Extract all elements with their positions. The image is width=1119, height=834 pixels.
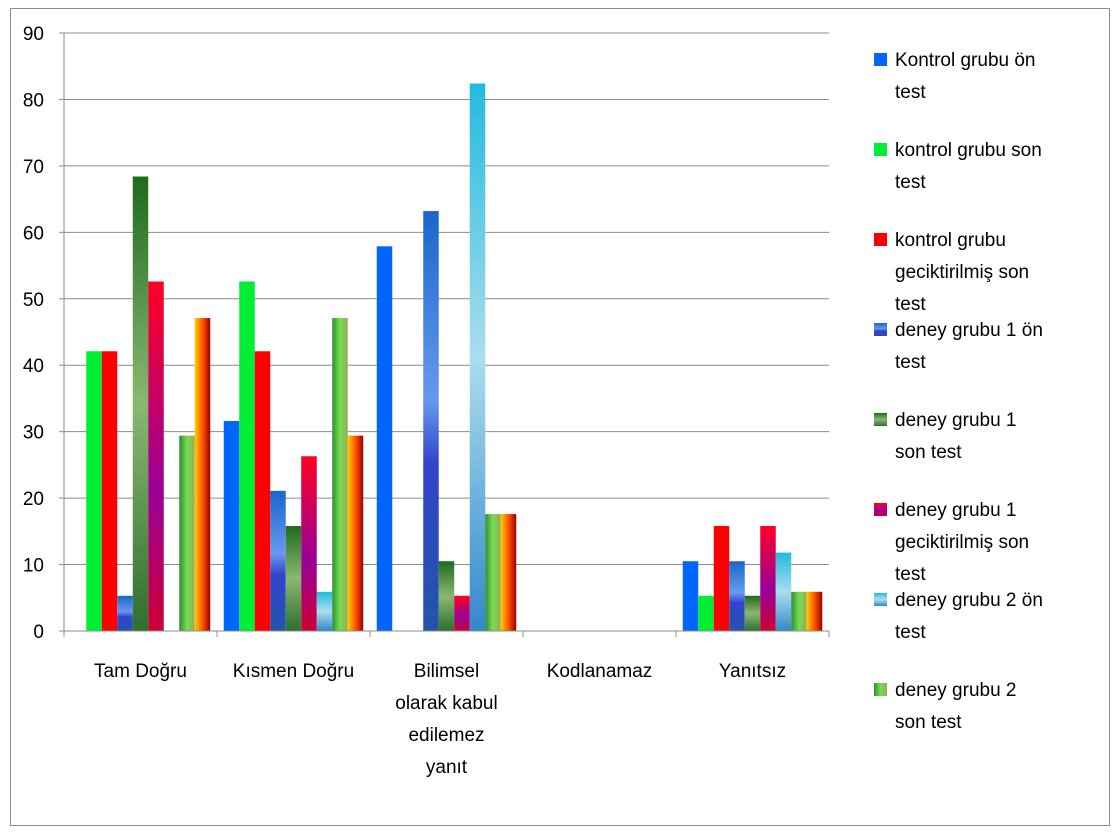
bar [744, 595, 761, 631]
x-tick-label: olarak kabul [395, 693, 497, 714]
legend-label: test [895, 294, 926, 315]
y-tick-label: 30 [23, 423, 44, 444]
bar [254, 351, 271, 631]
bar [713, 526, 730, 631]
bar [285, 526, 302, 631]
gridlines [64, 32, 829, 566]
bar-chart: 0 10 20 30 40 50 60 70 80 90 Tam Doğru Kısmen Doğr… [23, 24, 1043, 778]
bar [132, 176, 149, 631]
x-axis: Tam Doğru Kısmen Doğru Bilimsel olarak kabu… [59, 630, 830, 778]
y-tick-label: 10 [23, 556, 44, 577]
bar [376, 246, 393, 631]
bars [86, 83, 823, 631]
bar [423, 211, 439, 631]
legend-swatch [874, 503, 887, 516]
x-tick-label: edilemez [408, 725, 484, 746]
y-axis: 0 10 20 30 40 50 60 70 80 90 [23, 24, 65, 643]
bar [729, 561, 745, 631]
bar [775, 552, 792, 631]
chart-frame: 0 10 20 30 40 50 60 70 80 90 Tam Doğru Kısmen Doğr… [10, 8, 1110, 826]
legend-label: son test [895, 442, 962, 463]
y-tick-label: 90 [23, 24, 44, 45]
legend-label: deney grubu 2 ön [895, 590, 1043, 611]
legend-swatch [874, 143, 887, 156]
legend-label: test [895, 172, 926, 193]
bar [301, 456, 317, 631]
x-tick-label: Tam Doğru [94, 661, 187, 682]
bar [347, 435, 364, 631]
x-tick-label: Kısmen Doğru [233, 661, 354, 682]
bar [239, 281, 255, 631]
bar [179, 435, 195, 631]
y-tick-label: 60 [23, 223, 44, 244]
legend-label: deney grubu 1 [895, 500, 1017, 521]
x-tick-label: yanıt [426, 757, 468, 778]
legend-label: test [895, 82, 926, 103]
legend-swatch [874, 593, 887, 606]
y-tick-label: 20 [23, 489, 44, 510]
bar [454, 595, 470, 631]
legend-label: kontrol grubu [895, 230, 1006, 251]
legend-label: geciktirilmiş son [895, 262, 1029, 283]
bar [332, 318, 348, 631]
bar [438, 561, 455, 631]
legend-swatch [874, 323, 887, 336]
bar [469, 83, 486, 631]
legend-label: test [895, 622, 926, 643]
legend-label: Kontrol grubu ön [895, 50, 1036, 71]
y-tick-label: 50 [23, 290, 44, 311]
bar [101, 351, 118, 631]
legend-label: deney grubu 1 ön [895, 320, 1043, 341]
legend-label: son test [895, 712, 962, 733]
legend-label: deney grubu 1 [895, 410, 1017, 431]
legend-label: kontrol grubu son [895, 140, 1042, 161]
y-tick-label: 70 [23, 157, 44, 178]
bar [270, 490, 286, 631]
bar [760, 526, 776, 631]
y-tick-label: 0 [33, 622, 44, 643]
bar [806, 591, 823, 631]
legend-swatch [874, 683, 887, 696]
legend-swatch [874, 233, 887, 246]
bar [682, 561, 699, 631]
y-tick-label: 80 [23, 90, 44, 111]
bar [117, 595, 133, 631]
legend-label: deney grubu 2 [895, 680, 1017, 701]
x-tick-label: Kodlanamaz [547, 661, 653, 682]
legend: Kontrol grubu ön test kontrol grubu son tes… [874, 50, 1043, 733]
x-tick-label: Yanıtsız [719, 661, 786, 682]
x-tick-label: Bilimsel [414, 661, 479, 682]
bar [86, 351, 102, 631]
legend-label: geciktirilmiş son [895, 532, 1029, 553]
bar [148, 281, 164, 631]
bar [485, 514, 501, 631]
y-tick-label: 40 [23, 356, 44, 377]
bar [223, 421, 240, 631]
legend-swatch [874, 413, 887, 426]
bar [698, 595, 714, 631]
bar [194, 318, 211, 631]
bar [316, 591, 333, 631]
bar [791, 591, 807, 631]
bar [500, 514, 517, 631]
legend-swatch [874, 53, 887, 66]
legend-label: test [895, 352, 926, 373]
legend-label: test [895, 564, 926, 585]
